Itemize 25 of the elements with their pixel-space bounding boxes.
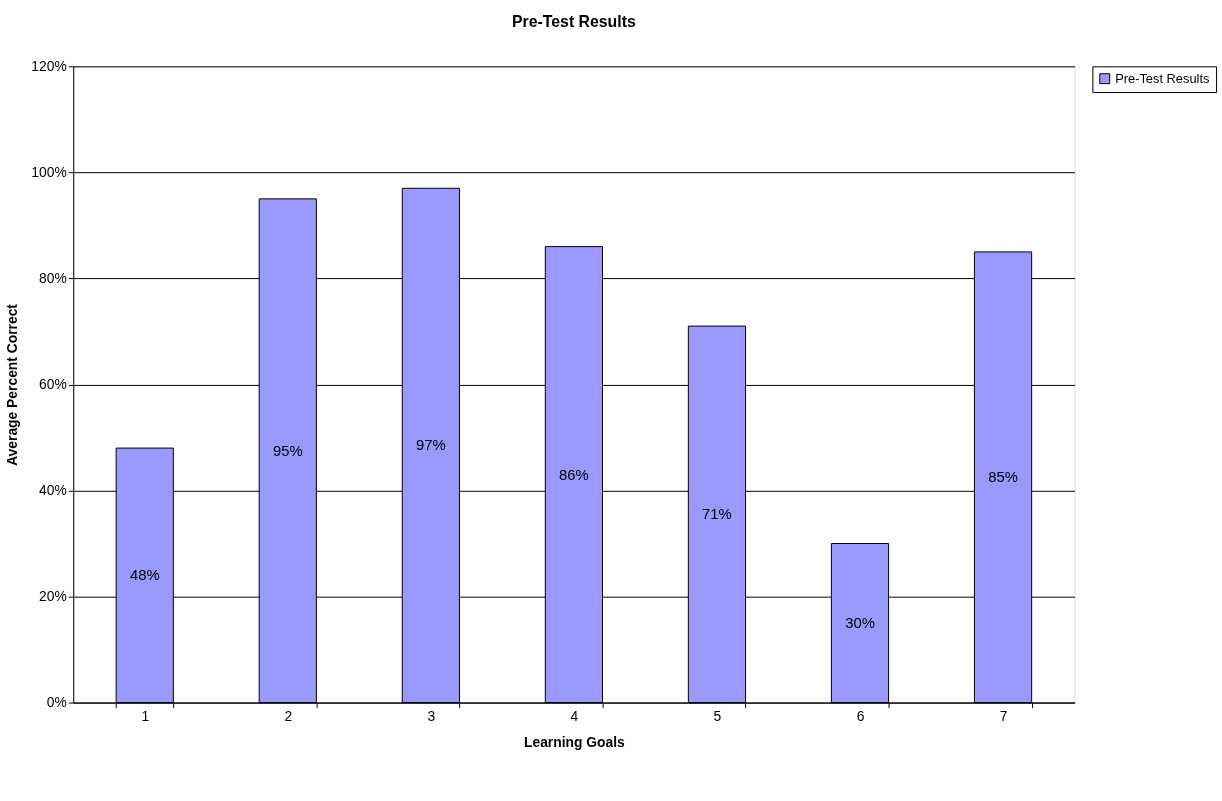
data-label: 95% bbox=[272, 442, 303, 459]
y-tick-label: 0% bbox=[46, 694, 67, 711]
x-tick-label: 3 bbox=[427, 707, 436, 724]
y-tick-label: 60% bbox=[39, 375, 67, 392]
x-tick-label: 4 bbox=[570, 707, 579, 724]
data-label: 86% bbox=[559, 466, 589, 483]
data-label: 97% bbox=[416, 437, 446, 454]
y-tick-label: 80% bbox=[39, 269, 67, 286]
x-tick-label: 2 bbox=[284, 707, 293, 724]
x-tick-label: 5 bbox=[713, 707, 722, 724]
chart-title: Pre-Test Results bbox=[512, 12, 636, 30]
data-label: 71% bbox=[702, 506, 732, 523]
x-tick-label: 7 bbox=[999, 707, 1008, 724]
x-axis-title: Learning Goals bbox=[524, 733, 626, 750]
y-tick-label: 20% bbox=[39, 587, 67, 604]
x-tick-label: 6 bbox=[856, 707, 865, 724]
x-tick-label: 1 bbox=[141, 707, 150, 724]
data-label: 48% bbox=[129, 567, 160, 584]
y-tick-label: 100% bbox=[31, 163, 67, 180]
data-label: 85% bbox=[988, 469, 1018, 486]
y-tick-label: 120% bbox=[31, 57, 67, 74]
data-label: 30% bbox=[845, 614, 875, 631]
legend-label: Pre-Test Results bbox=[1115, 70, 1210, 86]
y-tick-label: 40% bbox=[39, 481, 67, 498]
y-axis-title: Average Percent Correct bbox=[3, 303, 20, 466]
